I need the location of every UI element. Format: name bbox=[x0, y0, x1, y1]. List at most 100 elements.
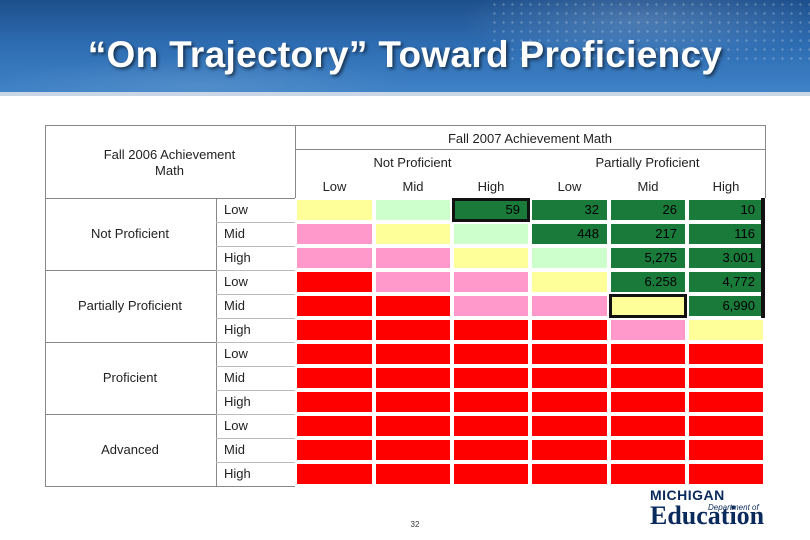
table-cell bbox=[297, 200, 372, 220]
table-cell bbox=[532, 416, 607, 436]
table-cell bbox=[297, 368, 372, 388]
table-cell bbox=[297, 416, 372, 436]
table-cell bbox=[532, 344, 607, 364]
logo-michigan-text: MICHIGAN bbox=[650, 487, 725, 503]
trajectory-outline bbox=[452, 198, 530, 222]
table-border-top bbox=[45, 125, 765, 126]
table-cell bbox=[376, 224, 450, 244]
table-cell bbox=[376, 464, 450, 484]
table-cell bbox=[454, 368, 528, 388]
header-divider-vertical bbox=[295, 125, 296, 198]
row-divider bbox=[216, 414, 295, 415]
table-cell bbox=[689, 464, 763, 484]
table-cell bbox=[297, 320, 372, 340]
column-subheader: Low bbox=[322, 179, 347, 194]
banner-dot-pattern bbox=[490, 0, 810, 60]
cell-value: 5,275 bbox=[644, 250, 677, 265]
table-cell bbox=[689, 368, 763, 388]
table-cell bbox=[297, 344, 372, 364]
table-cell bbox=[689, 224, 763, 244]
table-cell bbox=[611, 272, 685, 292]
row-level-label: Mid bbox=[224, 298, 245, 313]
header-divider-mid bbox=[295, 149, 765, 150]
table-cell bbox=[532, 392, 607, 412]
logo-department-text: Department of bbox=[708, 503, 759, 512]
table-cell bbox=[376, 320, 450, 340]
row-divider bbox=[216, 246, 295, 247]
table-cell bbox=[611, 416, 685, 436]
row-divider bbox=[216, 318, 295, 319]
top-header: Fall 2007 Achievement Math bbox=[447, 131, 613, 146]
table-cell bbox=[297, 392, 372, 412]
table-cell bbox=[532, 200, 607, 220]
cell-value: 26 bbox=[662, 202, 677, 217]
table-cell bbox=[297, 224, 372, 244]
row-level-label: Mid bbox=[224, 442, 245, 457]
group-header-not-proficient: Not Proficient bbox=[373, 155, 452, 170]
column-subheader: Mid bbox=[402, 179, 424, 194]
table-border-bottom bbox=[45, 486, 295, 487]
cell-value: 116 bbox=[734, 226, 755, 241]
cell-value: 32 bbox=[584, 202, 599, 217]
banner-sheen bbox=[0, 0, 810, 92]
table-cell bbox=[611, 320, 685, 340]
column-subheader: Mid bbox=[637, 179, 659, 194]
row-divider bbox=[216, 390, 295, 391]
row-divider bbox=[216, 462, 295, 463]
table-cell bbox=[611, 200, 685, 220]
row-group-label: Advanced bbox=[101, 442, 159, 457]
column-subheader: High bbox=[712, 179, 740, 194]
table-cell bbox=[611, 224, 685, 244]
row-divider bbox=[216, 222, 295, 223]
row-level-label: High bbox=[224, 322, 251, 337]
row-level-label: Mid bbox=[224, 370, 245, 385]
table-cell bbox=[454, 392, 528, 412]
header-divider-bottom bbox=[45, 198, 295, 199]
table-border-right bbox=[765, 125, 766, 198]
table-cell bbox=[689, 344, 763, 364]
table-cell bbox=[532, 368, 607, 388]
table-cell bbox=[532, 440, 607, 460]
table-cell bbox=[454, 416, 528, 436]
table-cell bbox=[454, 296, 528, 316]
table-cell bbox=[297, 272, 372, 292]
row-group-label: Partially Proficient bbox=[77, 298, 183, 313]
table-cell bbox=[689, 440, 763, 460]
row-level-label: Mid bbox=[224, 226, 245, 241]
table-cell bbox=[376, 200, 450, 220]
table-cell bbox=[611, 344, 685, 364]
row-group-label: Not Proficient bbox=[90, 226, 170, 241]
cell-value: 217 bbox=[655, 226, 677, 241]
table-cell bbox=[532, 224, 607, 244]
table-cell bbox=[454, 224, 528, 244]
table-cell bbox=[611, 464, 685, 484]
cell-value: 6.258 bbox=[644, 274, 677, 289]
table-cell bbox=[611, 392, 685, 412]
table-cell bbox=[454, 440, 528, 460]
row-divider bbox=[216, 270, 295, 271]
row-group-divider bbox=[45, 342, 295, 343]
group-header-partially-proficient: Partially Proficient bbox=[595, 155, 700, 170]
table-cell bbox=[454, 344, 528, 364]
table-cell bbox=[454, 272, 528, 292]
banner-divider bbox=[0, 92, 810, 96]
table-border-left bbox=[45, 125, 46, 487]
logo-education-text: Education bbox=[650, 501, 765, 530]
table-cell bbox=[611, 296, 685, 316]
table-cell bbox=[454, 320, 528, 340]
table-cell bbox=[689, 296, 763, 316]
table-cell bbox=[454, 464, 528, 484]
table-cell bbox=[376, 272, 450, 292]
michigan-education-logo: MICHIGAN Department of Education bbox=[648, 485, 788, 535]
cell-value: 3.001 bbox=[722, 250, 755, 265]
slide-title: “On Trajectory” Toward Proficiency bbox=[87, 34, 723, 75]
table-cell bbox=[376, 344, 450, 364]
row-level-label: High bbox=[224, 250, 251, 265]
cell-value: 10 bbox=[740, 202, 755, 217]
table-cell bbox=[532, 248, 607, 268]
corner-header: Fall 2006 Achievement Math bbox=[103, 147, 236, 178]
table-cell bbox=[376, 368, 450, 388]
row-level-label: Low bbox=[224, 274, 248, 289]
row-group-divider bbox=[45, 270, 295, 271]
table-cell bbox=[689, 200, 763, 220]
